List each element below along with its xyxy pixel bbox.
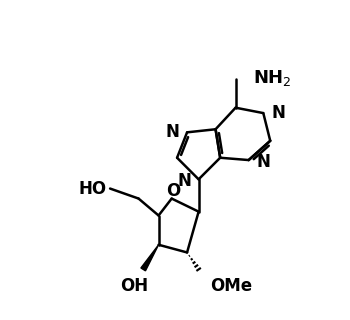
Text: NH$_2$: NH$_2$ [253, 68, 291, 88]
Text: N: N [256, 153, 270, 171]
Text: OMe: OMe [210, 277, 252, 295]
Text: N: N [177, 172, 191, 190]
Text: HO: HO [78, 180, 106, 197]
Text: OH: OH [120, 277, 148, 295]
Text: N: N [166, 123, 179, 141]
Text: N: N [271, 104, 285, 122]
Text: O: O [166, 182, 180, 200]
Polygon shape [141, 245, 159, 271]
